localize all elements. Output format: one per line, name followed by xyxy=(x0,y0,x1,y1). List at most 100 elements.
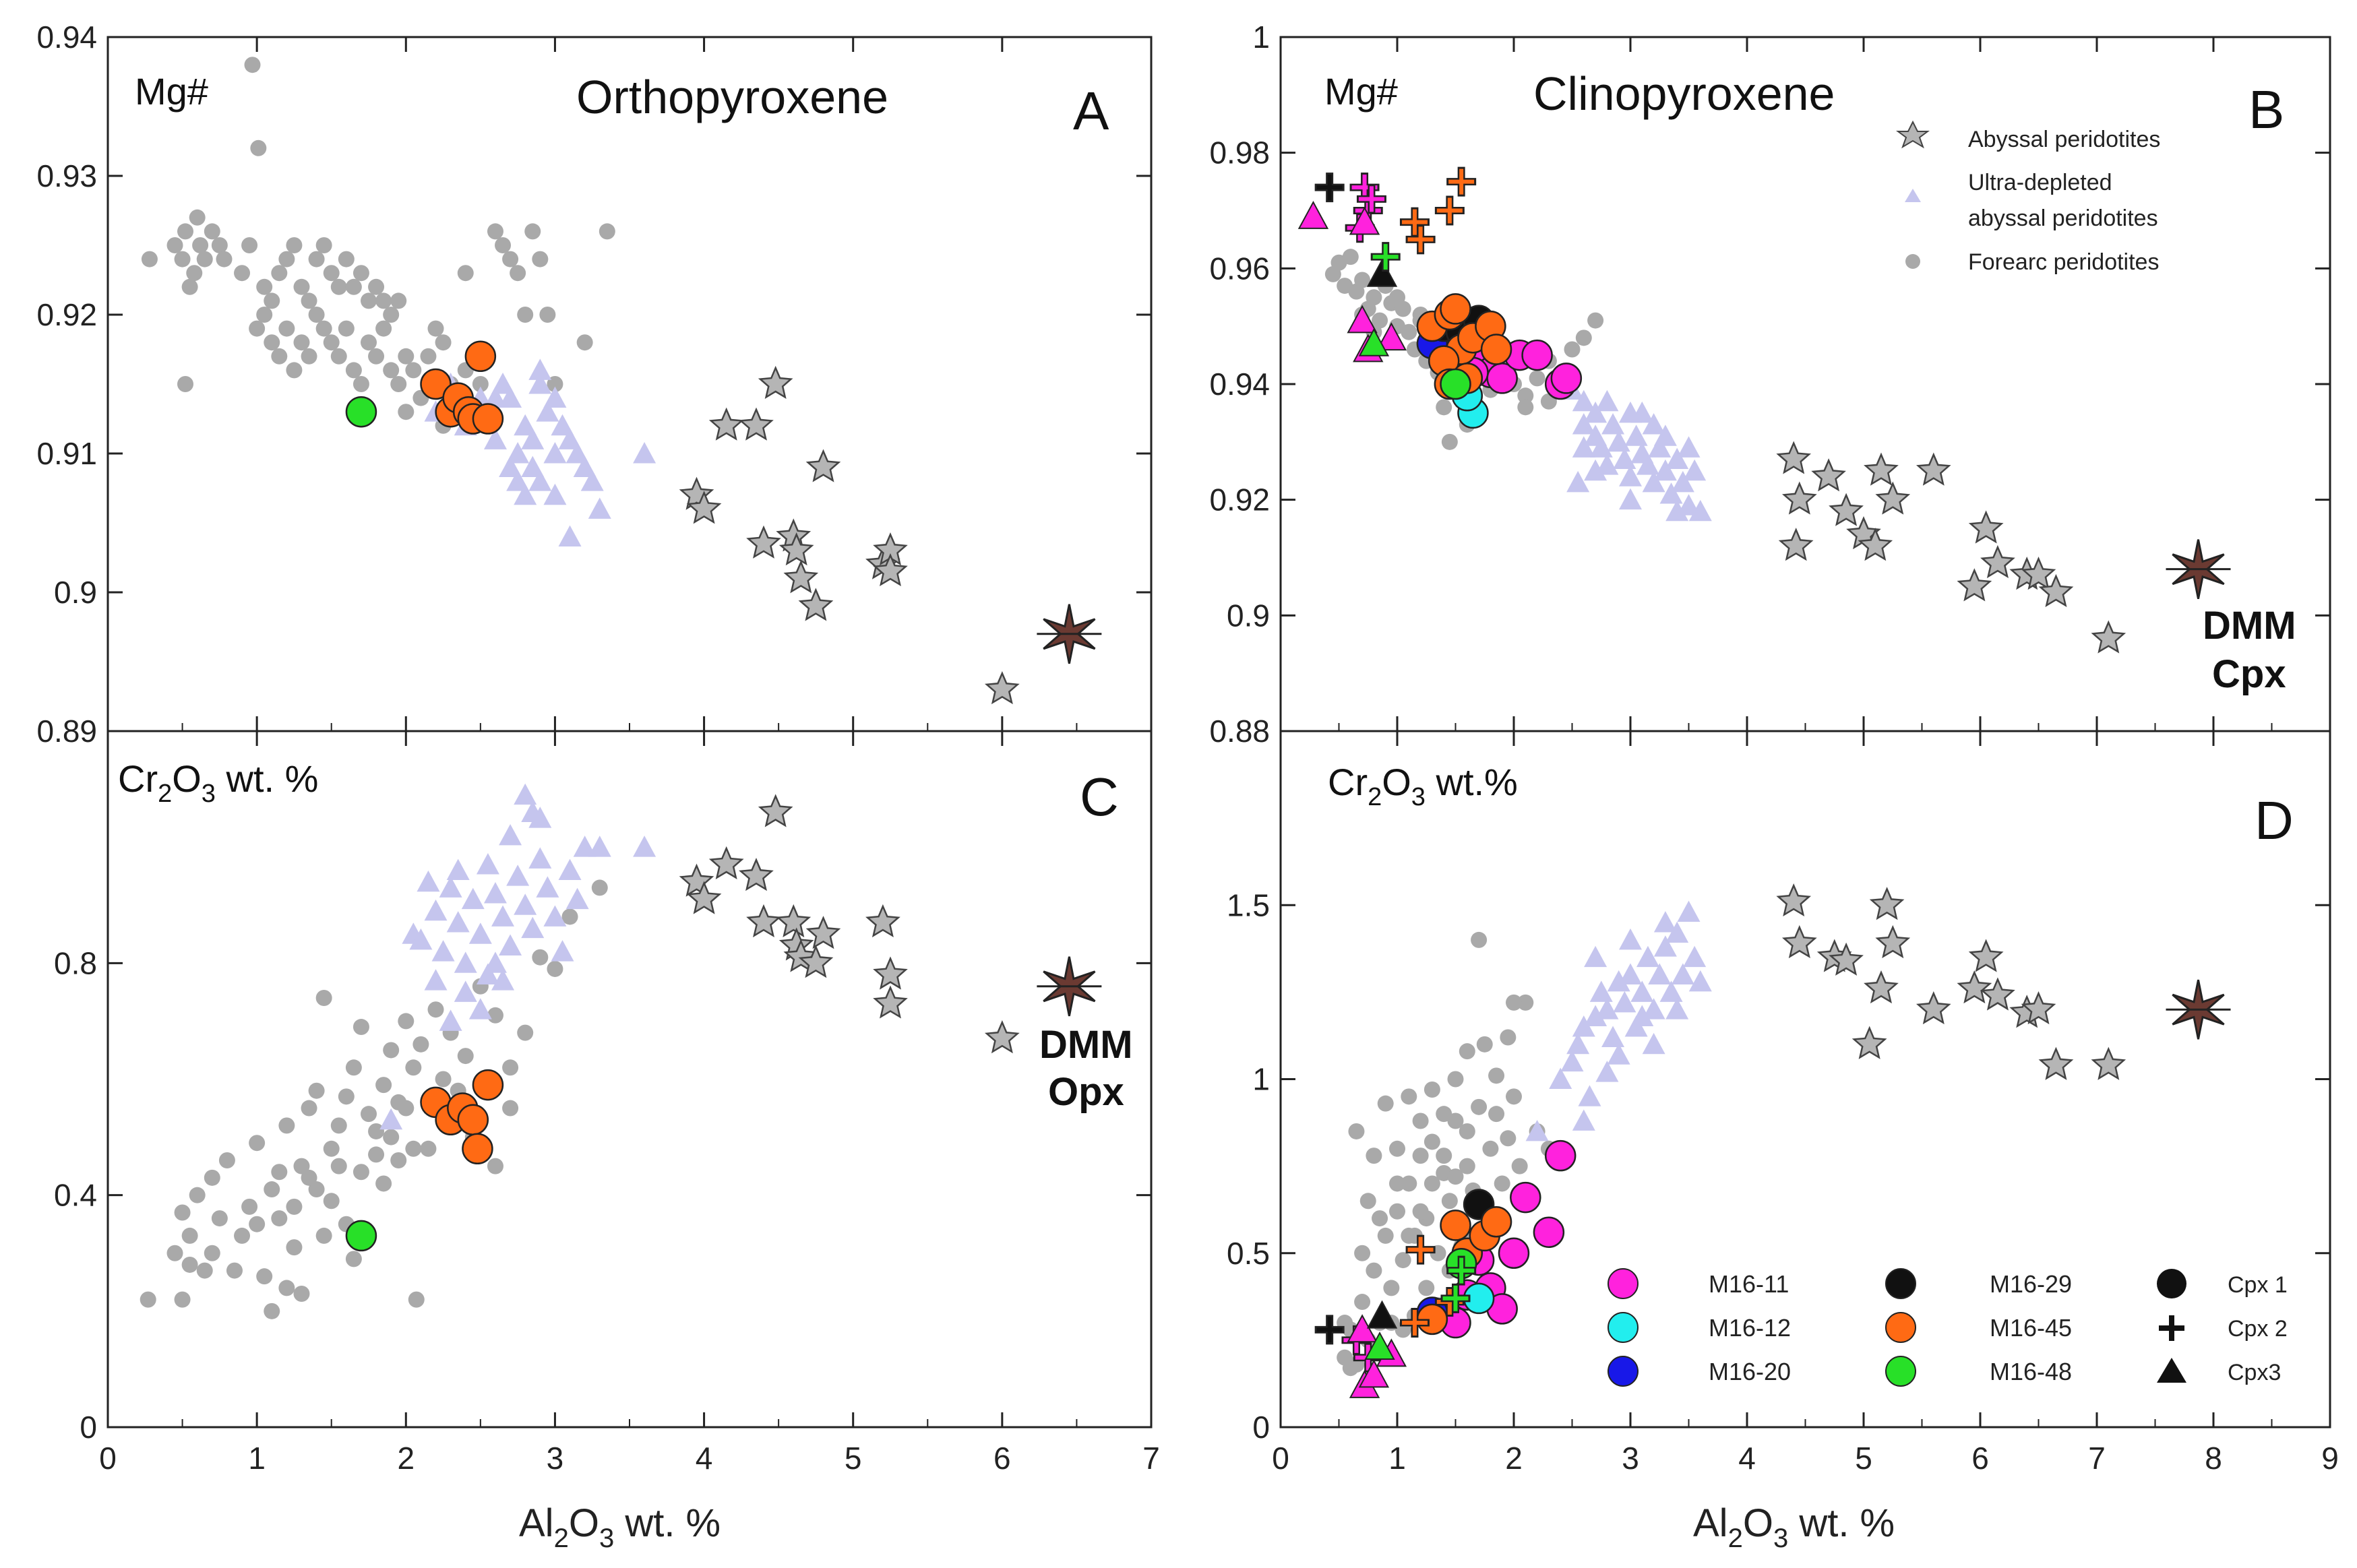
panel-b-point-ultra-depleted-abyssal-peridotites xyxy=(1584,401,1608,423)
panel-d-point-ultra-depleted-abyssal-peridotites xyxy=(1595,998,1619,1020)
panel-a-point-ultra-depleted-abyssal-peridotites xyxy=(499,456,522,478)
panel-c-point-forearc-peridotites xyxy=(330,1158,347,1174)
panel-c-point-forearc-peridotites xyxy=(408,1291,425,1308)
panel-d-point-m16-11-cpx3 xyxy=(1358,1359,1390,1388)
panel-a-point-forearc-peridotites xyxy=(211,237,228,253)
panel-c-point-forearc-peridotites xyxy=(547,960,563,977)
panel-c-xtick-label: 3 xyxy=(547,1441,564,1476)
panel-a-point-forearc-peridotites xyxy=(368,348,385,365)
panel-a-ytick-label: 0.92 xyxy=(36,297,97,332)
panel-a-point-forearc-peridotites xyxy=(576,334,593,351)
panel-c-point-abyssal-peridotites xyxy=(873,985,908,1019)
panel-b-point-m16-11-cpx3 xyxy=(1297,200,1329,229)
legend-cpx2-label: Cpx 2 xyxy=(2228,1316,2288,1342)
panel-b-point-forearc-peridotites xyxy=(1517,399,1534,416)
panel-d-point-ultra-depleted-abyssal-peridotites xyxy=(1642,998,1665,1020)
panel-d-point-ultra-depleted-abyssal-peridotites xyxy=(1584,1005,1608,1026)
panel-c-point-forearc-peridotites xyxy=(241,1198,258,1215)
panel-b-dmm-label-2: Cpx xyxy=(2212,652,2286,696)
panel-d-ytick-label: 1 xyxy=(1252,1062,1270,1097)
panel-c-xtick-label: 1 xyxy=(248,1441,266,1476)
panel-d-point-forearc-peridotites xyxy=(1459,1158,1475,1174)
panel-a-point-forearc-peridotites xyxy=(599,223,615,240)
panel-d-point-ultra-depleted-abyssal-peridotites xyxy=(1653,911,1677,933)
panel-c-ytick-label: 0.4 xyxy=(54,1178,97,1213)
panel-b-point-ultra-depleted-abyssal-peridotites xyxy=(1619,488,1642,510)
points-layer xyxy=(140,57,2231,1398)
panel-a-point-ultra-depleted-abyssal-peridotites xyxy=(558,428,582,449)
panel-a-point-forearc-peridotites xyxy=(524,223,541,240)
panel-b-point-m16-45-cpx-2 xyxy=(1407,226,1434,253)
panel-a-point-forearc-peridotites xyxy=(286,362,303,379)
panel-b-title: Clinopyroxene xyxy=(1533,67,1835,120)
panel-d-point-ultra-depleted-abyssal-peridotites xyxy=(1566,1032,1590,1055)
panel-d-point-abyssal-peridotites xyxy=(1980,977,2015,1011)
panel-b-point-m16-11-cpx3 xyxy=(1347,305,1378,334)
panel-a-point-forearc-peridotites xyxy=(502,251,519,268)
panel-a-point-forearc-peridotites xyxy=(435,334,452,351)
panel-a-point-forearc-peridotites xyxy=(256,278,273,295)
panel-c-point-forearc-peridotites xyxy=(338,1088,355,1105)
panel-b-ytick-label: 0.98 xyxy=(1209,135,1270,170)
panel-d-point-ultra-depleted-abyssal-peridotites xyxy=(1578,1085,1601,1106)
panel-d-point-forearc-peridotites xyxy=(1372,1210,1388,1227)
panel-c-point-ultra-depleted-abyssal-peridotites xyxy=(499,934,522,955)
panel-a-point-abyssal-peridotites xyxy=(798,588,834,621)
panel-d-ylabel-sub2: 3 xyxy=(1411,783,1426,811)
panel-b-point-forearc-peridotites xyxy=(1436,399,1452,416)
panel-c-ylabel-o: O xyxy=(172,757,202,800)
panel-d-point-ultra-depleted-abyssal-peridotites xyxy=(1642,1032,1665,1055)
panel-c-point-forearc-peridotites xyxy=(271,1210,288,1227)
panel-d-point-forearc-peridotites xyxy=(1359,1193,1376,1210)
panel-a-point-ultra-depleted-abyssal-peridotites xyxy=(543,442,567,464)
panel-b-point-ultra-depleted-abyssal-peridotites xyxy=(1671,470,1694,493)
panel-b-ytick-label: 0.96 xyxy=(1209,251,1270,286)
panel-d-point-forearc-peridotites xyxy=(1488,1106,1505,1123)
panel-b-point-abyssal-peridotites xyxy=(1916,452,1951,486)
panel-a-point-forearc-peridotites xyxy=(375,292,392,309)
panel-b-point-ultra-depleted-abyssal-peridotites xyxy=(1572,436,1595,458)
panel-c-point-ultra-depleted-abyssal-peridotites xyxy=(528,807,552,828)
x-axis-title-right-o: O xyxy=(1743,1501,1773,1545)
legend-m16-45-marker xyxy=(1885,1312,1916,1343)
panel-c-point-abyssal-peridotites xyxy=(798,945,834,978)
panel-d-point-ultra-depleted-abyssal-peridotites xyxy=(1636,945,1659,968)
panel-d-point-forearc-peridotites xyxy=(1418,1280,1435,1296)
panel-d-point-forearc-peridotites xyxy=(1500,1029,1517,1046)
panel-d-point-abyssal-peridotites xyxy=(2038,1046,2074,1080)
panel-a-point-forearc-peridotites xyxy=(330,278,347,295)
panel-b-point-forearc-peridotites xyxy=(1354,272,1371,288)
panel-a-point-forearc-peridotites xyxy=(301,292,317,309)
panel-b-point-abyssal-peridotites xyxy=(1781,481,1817,515)
legend-m16-48-marker xyxy=(1885,1356,1916,1387)
panel-c-ylabel: Cr2O3 wt. % xyxy=(118,757,318,808)
panel-a-point-forearc-peridotites xyxy=(510,265,526,282)
panel-b-point-ultra-depleted-abyssal-peridotites xyxy=(1572,389,1595,412)
panel-a-point-abyssal-peridotites xyxy=(686,491,722,524)
panel-c-point-ultra-depleted-abyssal-peridotites xyxy=(468,998,492,1020)
panel-d-point-ultra-depleted-abyssal-peridotites xyxy=(1648,963,1672,984)
panel-d-xtick-label: 6 xyxy=(1971,1441,1989,1476)
panel-c-point-abyssal-peridotites xyxy=(708,846,744,879)
panel-d-point-forearc-peridotites xyxy=(1436,1148,1452,1164)
panel-c-point-forearc-peridotites xyxy=(398,1100,415,1117)
panel-c-point-m16-45 xyxy=(472,1069,504,1101)
panel-c-point-forearc-peridotites xyxy=(293,1286,310,1303)
panel-c-dmm-label-2: Opx xyxy=(1048,1070,1124,1114)
panel-a-ytick-label: 0.94 xyxy=(36,20,97,55)
panel-a-point-ultra-depleted-abyssal-peridotites xyxy=(573,456,596,478)
panel-c-xtick-label: 0 xyxy=(99,1441,117,1476)
panel-b-point-forearc-peridotites xyxy=(1389,289,1405,306)
panel-b-point-forearc-peridotites xyxy=(1575,330,1592,346)
legend-cpx1-marker xyxy=(2157,1269,2186,1298)
panel-d-point-abyssal-peridotites xyxy=(2091,1046,2126,1080)
panel-d-ylabel-cr: Cr xyxy=(1328,761,1368,803)
panel-a-point-ultra-depleted-abyssal-peridotites xyxy=(543,386,567,408)
panel-c-xtick-label: 5 xyxy=(845,1441,862,1476)
panel-a-point-ultra-depleted-abyssal-peridotites xyxy=(565,442,589,464)
panel-b-point-abyssal-peridotites xyxy=(2038,573,2074,607)
panel-d-point-forearc-peridotites xyxy=(1424,1133,1440,1150)
panel-b-point-m16-48 xyxy=(1440,368,1471,400)
panel-d-point-forearc-peridotites xyxy=(1401,1088,1417,1105)
panel-a-point-ultra-depleted-abyssal-peridotites xyxy=(543,483,567,505)
